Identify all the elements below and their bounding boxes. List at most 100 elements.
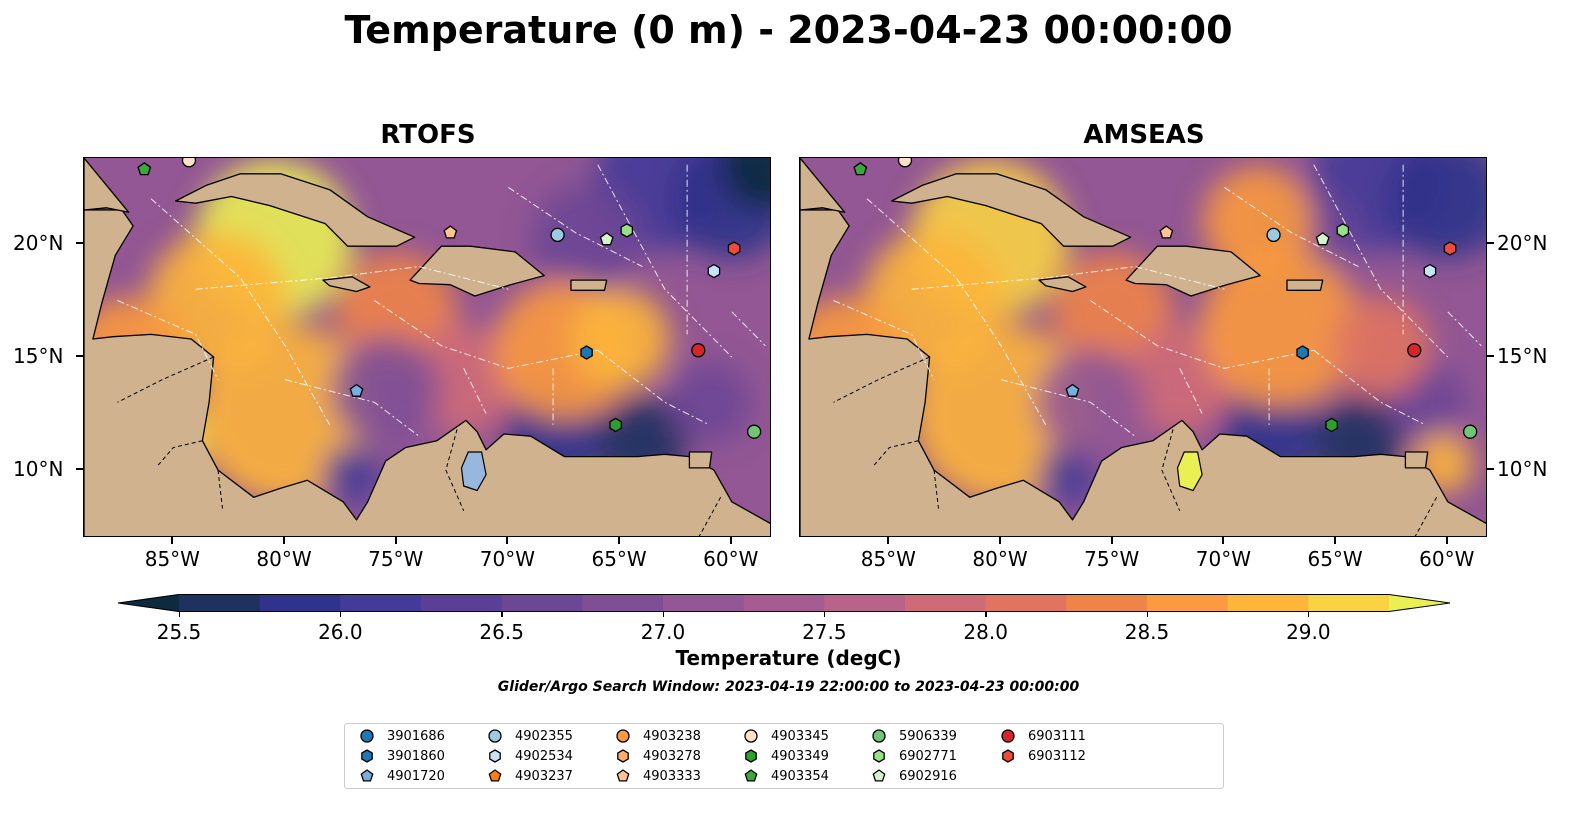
colorbar-segment [1147,594,1229,612]
float-marker-3901860 [1296,345,1309,360]
map-panel-amseas[interactable] [799,157,1487,537]
float-marker-4902355 [1266,227,1281,243]
float-marker-4903349 [1325,417,1338,433]
colorbar-segment [663,594,745,612]
x-tick-label: 60°W [703,547,759,571]
panel-title-rtofs: RTOFS [380,120,476,150]
legend: 3901686 3901860 4901720 4902355 4902534 49032… [344,723,1224,789]
legend-item-4903278: 4903278 [615,746,701,766]
circle-marker-icon [744,729,758,743]
float-marker-5906339 [1462,424,1478,439]
legend-marker [872,729,886,743]
legend-item-6903112: 6903112 [1000,746,1086,766]
legend-item-4903238: 4903238 [615,726,701,746]
y-tick-label-left: 20°N [13,230,64,255]
legend-item-label: 4903349 [771,748,829,764]
legend-item-label: 6902771 [899,748,957,764]
legend-item-label: 6902916 [899,768,957,784]
float-marker-4903349 [609,417,622,433]
y-tick-label-right: 20°N [1497,230,1548,255]
legend-marker [360,729,374,743]
legend-item-label: 4903345 [771,728,829,744]
circle-marker-icon [488,729,502,743]
pentagon-marker-icon [360,769,374,782]
colorbar-tick-mark [1307,612,1310,617]
float-marker-6902916 [1315,232,1330,246]
legend-item-label: 4903237 [515,768,573,784]
legend-item-label: 4902355 [515,728,573,744]
legend-item-4902355: 4902355 [487,726,573,746]
legend-item-4901720: 4901720 [359,766,445,786]
legend-item-label: 3901860 [387,748,445,764]
legend-item-label: 4903238 [643,728,701,744]
colorbar-tick-label: 26.0 [318,620,363,644]
colorbar-segment [259,594,341,612]
figure-title: Temperature (0 m) - 2023-04-23 00:00:00 [344,8,1233,52]
float-marker-6902771 [620,223,634,238]
float-marker-6902771 [1336,223,1350,238]
float-marker-4903354 [853,161,868,176]
float-marker-4903333 [1159,225,1174,239]
float-marker-6903111 [1407,343,1422,358]
legend-marker [872,769,886,782]
y-tick-label-left: 10°N [13,457,64,482]
panel-title-amseas: AMSEAS [1083,120,1205,150]
y-tick-mark [1487,241,1494,244]
hexagon-marker-icon [361,749,373,763]
x-tick-label: 70°W [1195,547,1252,571]
legend-marker [489,749,501,763]
x-tick-mark [171,537,174,544]
y-tick-mark [1487,468,1494,471]
legend-marker [617,749,629,763]
legend-item-4903333: 4903333 [615,766,701,786]
circle-marker-icon [616,729,630,743]
colorbar-tick-mark [823,612,826,617]
float-marker-4902534 [707,263,721,279]
colorbar-segment [582,594,664,612]
colorbar-tick-label: 28.5 [1124,620,1170,644]
colorbar-tick-label: 29.0 [1286,620,1331,644]
x-tick-label: 80°W [256,547,312,571]
colorbar-segment [743,594,825,612]
colorbar-outline [117,594,1451,612]
legend-item-3901860: 3901860 [359,746,445,766]
legend-item-label: 6903112 [1028,748,1086,764]
legend-marker [361,749,373,763]
float-marker-4902534 [1423,263,1437,279]
x-tick-mark [887,537,890,544]
y-tick-mark [76,355,83,358]
float-marker-4903354 [137,161,152,176]
float-marker-4901720 [1065,383,1080,397]
legend-item-6902916: 6902916 [871,766,957,786]
colorbar-segment [421,594,503,612]
colorbar-segment [905,594,987,612]
colorbar-tick-mark [985,612,987,617]
legend-marker [616,729,630,743]
float-marker-4902355 [550,227,565,243]
hexagon-marker-icon [617,749,629,763]
legend-item-label: 4903278 [643,748,701,764]
colorbar-tick-label: 27.5 [802,620,847,644]
pentagon-marker-icon [744,769,758,782]
colorbar-tick-mark [178,612,180,617]
legend-item-label: 3901686 [387,728,445,744]
y-tick-label-right: 10°N [1497,457,1548,482]
colorbar-segment [1308,594,1390,612]
colorbar-tick-mark [1146,612,1148,617]
pentagon-marker-icon [488,769,502,782]
legend-item-4903345: 4903345 [743,726,829,746]
legend-marker [745,749,757,763]
x-tick-label: 75°W [368,547,424,571]
colorbar-tick-mark [339,612,342,617]
legend-item-4902534: 4902534 [487,746,573,766]
legend-item-label: 4902534 [515,748,573,764]
legend-item-label: 4903333 [643,768,701,784]
map-panel-rtofs[interactable] [83,157,771,537]
float-marker-4901720 [349,383,364,397]
x-tick-mark [1110,537,1113,544]
legend-marker [744,769,758,782]
colorbar-label: Temperature (degC) [675,646,902,670]
x-tick-mark [283,537,286,544]
x-tick-mark [1445,537,1448,544]
legend-item-4903354: 4903354 [743,766,829,786]
